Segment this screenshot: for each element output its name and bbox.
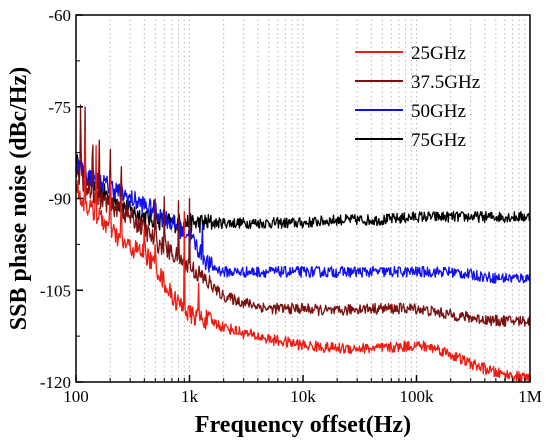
- series-line-50ghz: [75, 157, 531, 284]
- series-lines: [75, 104, 531, 383]
- series-line-25ghz: [75, 130, 531, 383]
- legend-label: 50GHz: [411, 101, 466, 122]
- legend: 25GHz 37.5GHz 50GHz 75GHz: [355, 43, 480, 151]
- x-axis-title: Frequency offset(Hz): [195, 412, 411, 438]
- legend-label: 25GHz: [411, 43, 466, 64]
- y-tick-label: -105: [40, 281, 71, 300]
- y-tick-label: -75: [48, 98, 71, 117]
- x-tick-label: 1k: [181, 387, 199, 406]
- y-tick-label: -60: [48, 6, 71, 25]
- y-tick-label: -90: [48, 190, 71, 209]
- axis-ticks: 100 1k 10k 100k 1M -60 -75 -90 -105 -120: [40, 6, 542, 406]
- legend-label: 75GHz: [411, 130, 466, 151]
- y-tick-label: -120: [40, 373, 71, 392]
- y-axis-title: SSB phase noise (dBc/Hz): [6, 67, 32, 330]
- legend-label: 37.5GHz: [411, 72, 480, 93]
- x-tick-label: 100k: [400, 387, 435, 406]
- x-tick-label: 100: [63, 387, 89, 406]
- x-tick-label: 10k: [290, 387, 316, 406]
- series-line-37-5ghz: [75, 104, 531, 327]
- x-tick-label: 1M: [518, 387, 542, 406]
- series-line-75ghz: [75, 154, 531, 234]
